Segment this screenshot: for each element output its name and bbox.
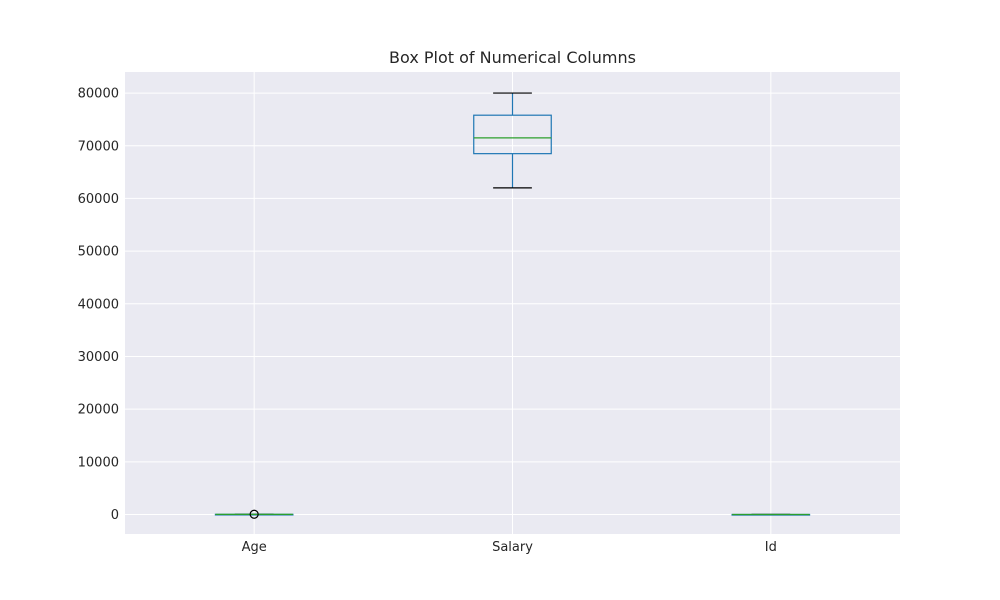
boxes [214,92,811,519]
y-tick-label: 80000 [78,87,119,102]
x-axis-ticks: Age Salary Id [242,540,777,555]
box-salary [473,92,552,189]
y-tick-label: 50000 [78,245,119,260]
y-tick-label: 60000 [78,192,119,207]
y-tick-label: 20000 [78,403,119,418]
y-tick-label: 0 [111,508,119,523]
y-axis-ticks: 0 10000 20000 30000 40000 50000 60000 70000 8000… [78,87,119,523]
y-tick-label: 30000 [78,350,119,365]
box-iqr [473,114,552,155]
box-id [731,513,811,516]
x-tick-label: Id [765,540,777,555]
y-tick-label: 40000 [78,297,119,312]
y-tick-label: 10000 [78,455,119,470]
grid-lines [125,72,900,534]
y-tick-label: 70000 [78,139,119,154]
x-tick-label: Age [242,540,267,555]
outlier-point [249,509,259,519]
x-tick-label: Salary [492,540,533,555]
box-age [214,509,294,519]
chart-title: Box Plot of Numerical Columns [389,48,636,67]
